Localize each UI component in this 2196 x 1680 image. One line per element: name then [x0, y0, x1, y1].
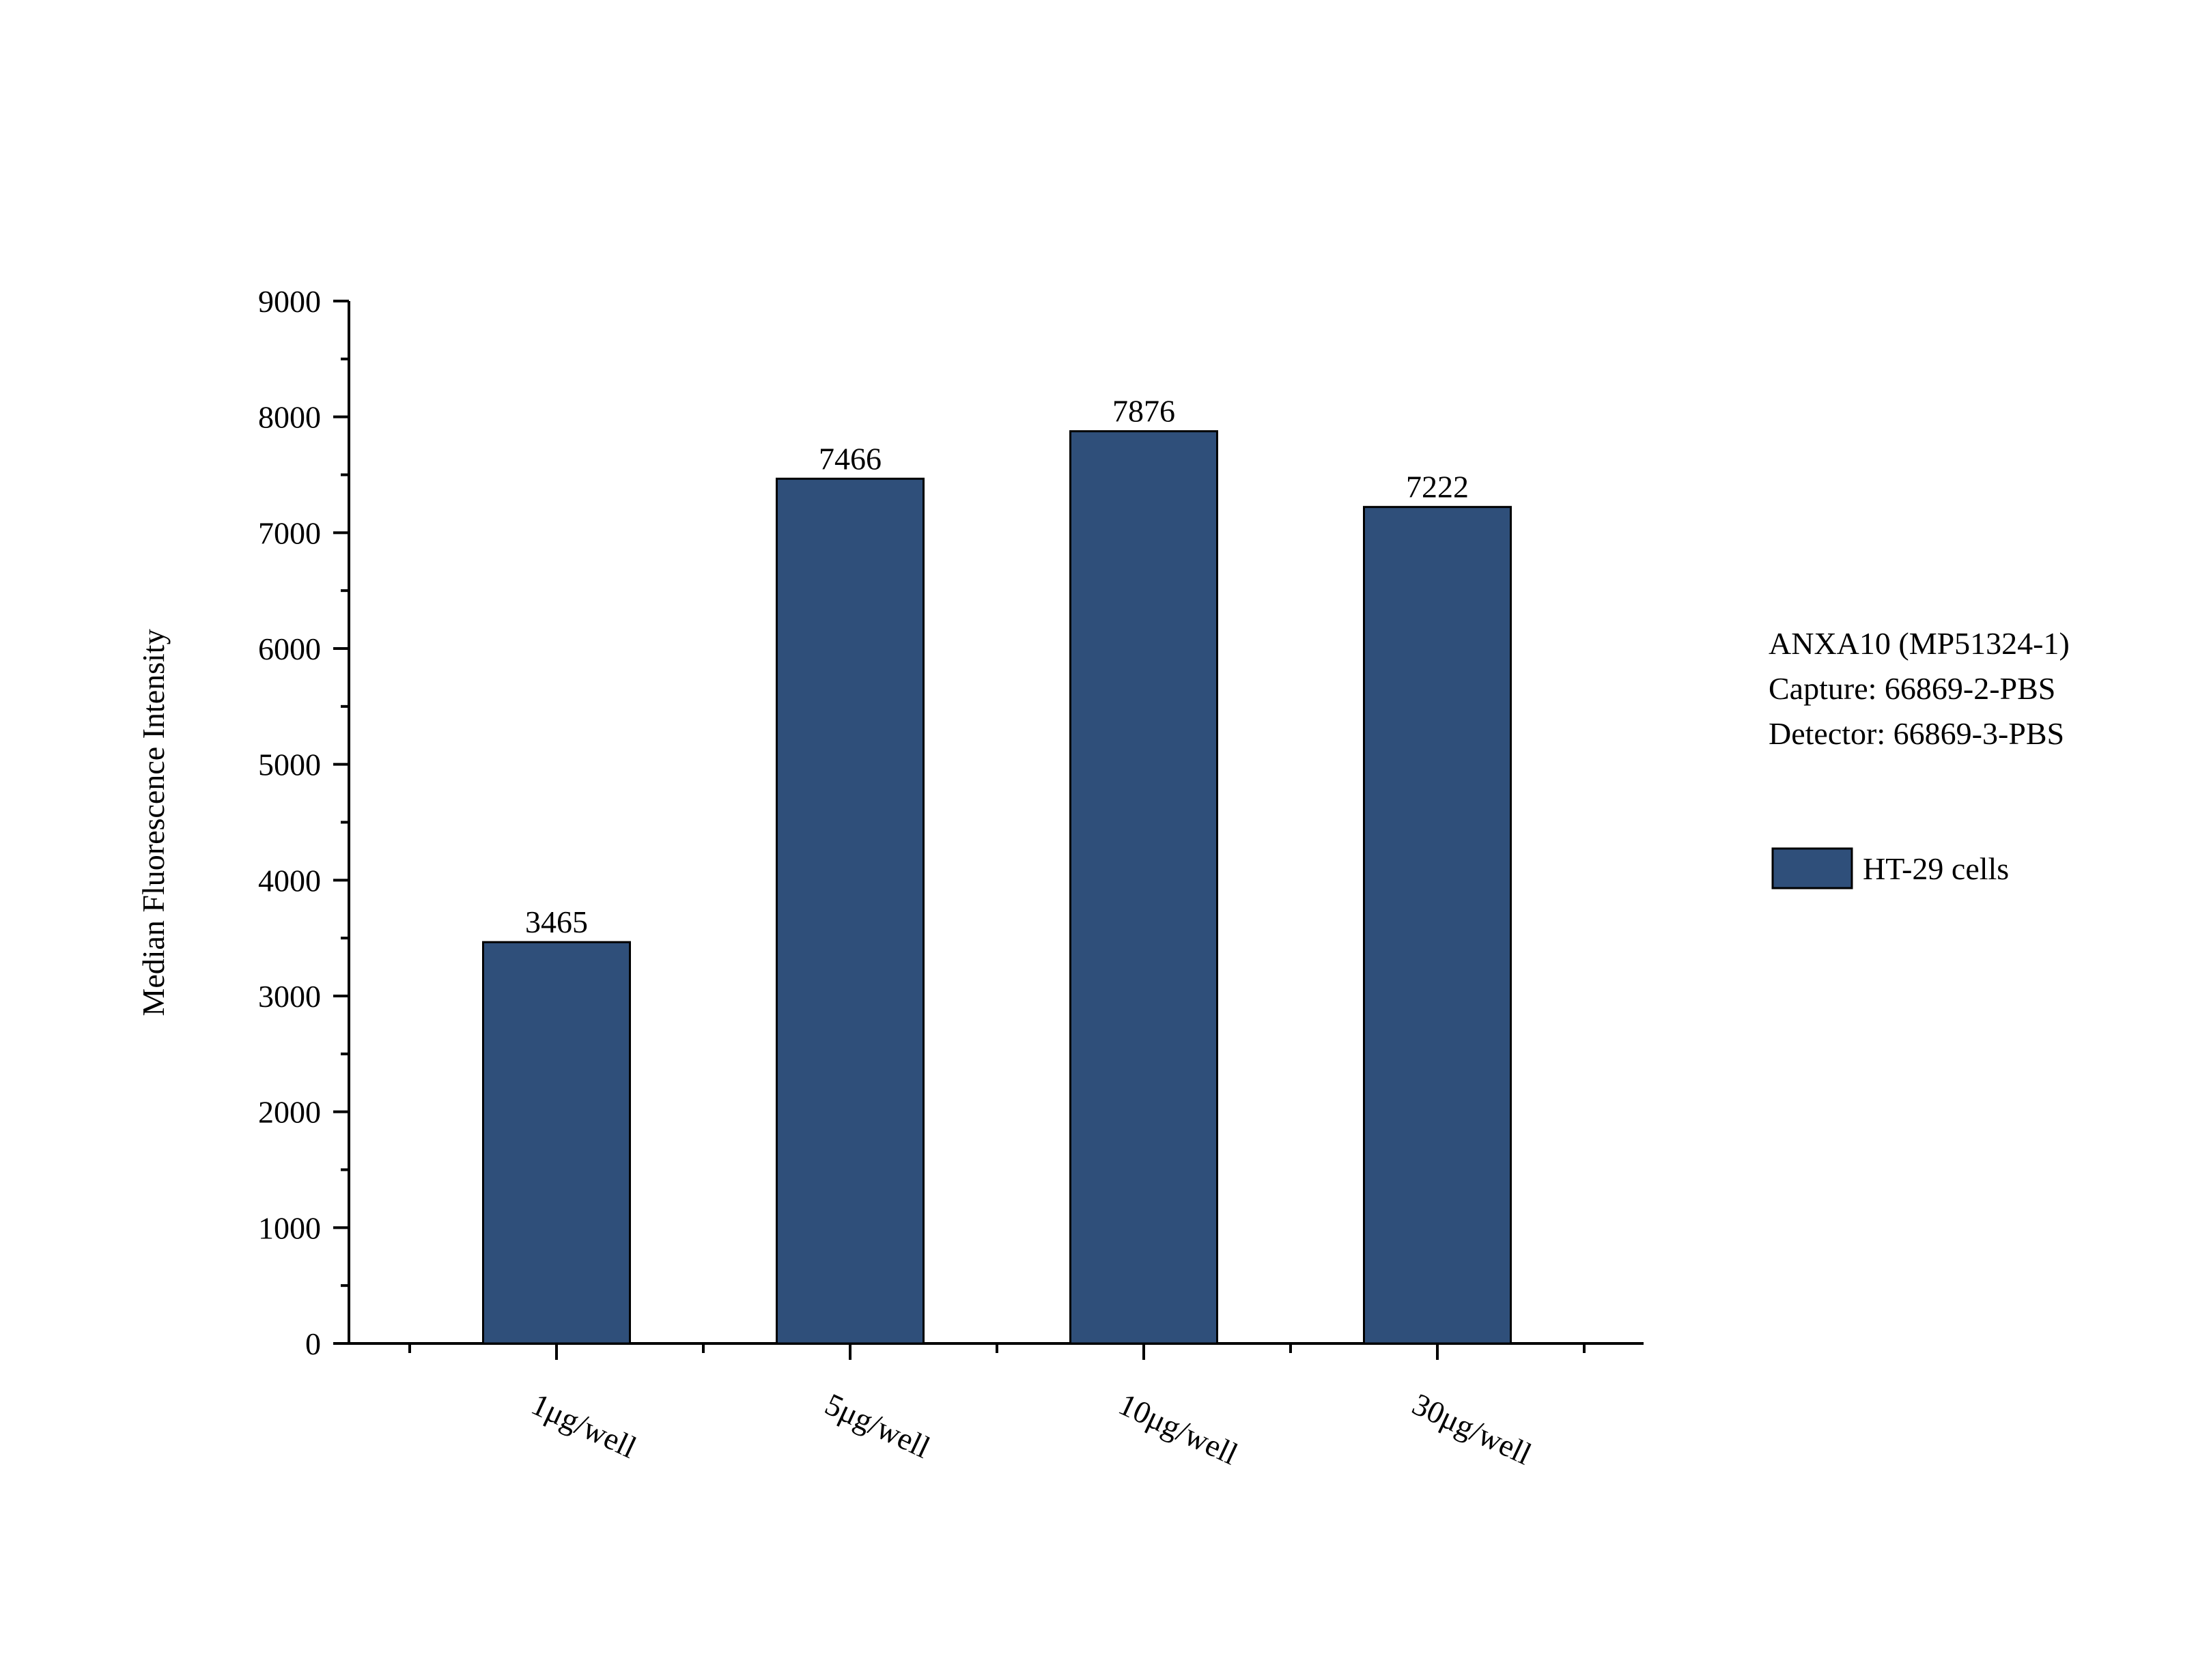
bar-2 [776, 477, 925, 1345]
y-tick-label: 1000 [258, 1210, 321, 1245]
y-tick-label: 7000 [258, 515, 321, 550]
y-tick-label: 4000 [258, 863, 321, 898]
bar-4 [1363, 506, 1512, 1345]
x-category-label: 1μg/well [526, 1386, 642, 1465]
y-tick-label: 6000 [258, 631, 321, 666]
legend: HT-29 cells [1771, 847, 2009, 889]
annotation-line-detector: Detector: 66869-3-PBS [1769, 716, 2064, 751]
legend-label: HT-29 cells [1863, 851, 2009, 886]
y-tick-label: 9000 [258, 284, 321, 319]
bar-value-label: 7222 [1406, 470, 1469, 504]
y-tick-label: 3000 [258, 979, 321, 1014]
bar-1 [482, 941, 631, 1345]
x-category-label: 10μg/well [1114, 1386, 1243, 1472]
bar-value-label: 3465 [525, 905, 588, 939]
legend-swatch [1771, 847, 1853, 889]
bar-value-label: 7466 [819, 441, 882, 476]
y-tick-label: 0 [305, 1326, 321, 1361]
y-tick-label: 5000 [258, 748, 321, 782]
annotation-line-antibody: ANXA10 (MP51324-1) [1769, 626, 2070, 661]
plot-area: 0 1000 2000 3000 4000 5000 6000 7000 8000 9000 346… [258, 284, 1644, 1472]
x-category-label: 5μg/well [820, 1386, 935, 1465]
bar-value-label: 7876 [1112, 394, 1175, 429]
annotation-line-capture: Capture: 66869-2-PBS [1769, 671, 2055, 706]
y-tick-label: 2000 [258, 1095, 321, 1130]
y-axis-title: Median Fluorescence Intensity [136, 629, 171, 1016]
chart-annotation: ANXA10 (MP51324-1) Capture: 66869-2-PBS … [1769, 626, 2070, 751]
bar-3 [1069, 430, 1218, 1345]
y-tick-label: 8000 [258, 400, 321, 435]
x-category-label: 30μg/well [1407, 1386, 1537, 1472]
